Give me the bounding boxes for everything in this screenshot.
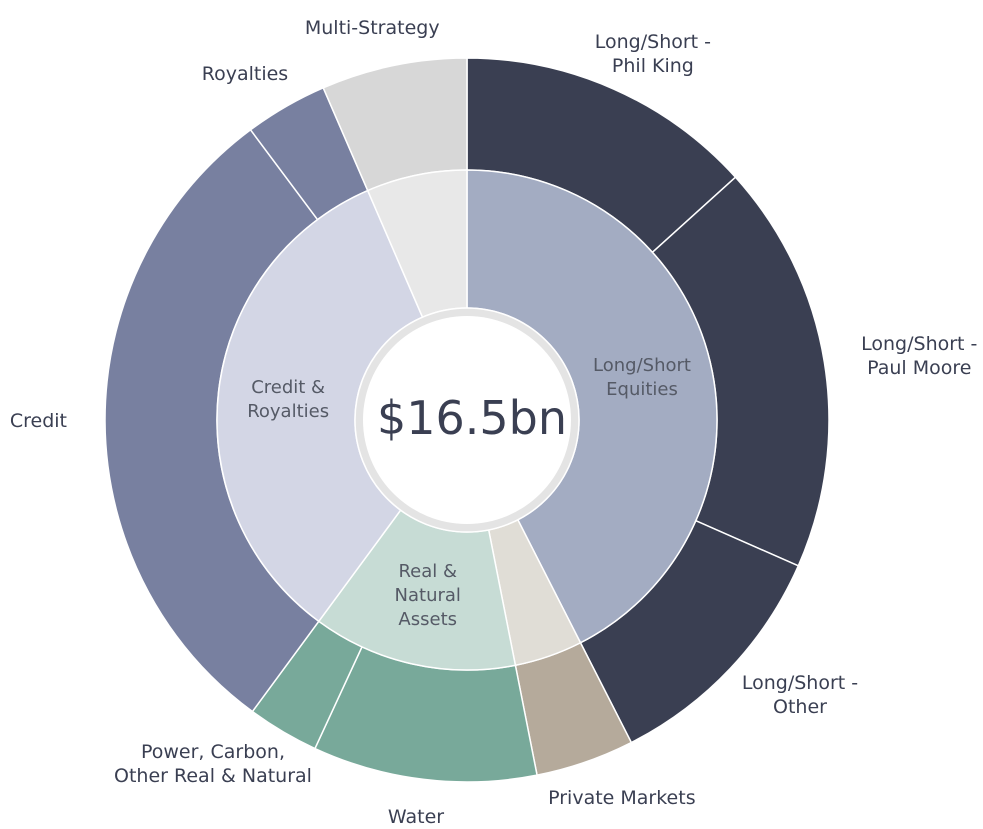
outer-label: Power, Carbon, Other Real & Natural bbox=[114, 741, 312, 788]
outer-label: Multi-Strategy bbox=[304, 17, 440, 40]
center-disc bbox=[363, 316, 571, 524]
inner-label: Long/Short Equities bbox=[593, 354, 691, 400]
outer-label: Private Markets bbox=[548, 787, 696, 810]
outer-label: Royalties bbox=[201, 62, 289, 85]
center-label: $16.5bn bbox=[376, 391, 568, 445]
outer-label: Long/Short - Paul Moore bbox=[861, 333, 978, 380]
outer-label: Credit bbox=[9, 410, 68, 433]
outer-label: Long/Short - Other bbox=[741, 671, 859, 718]
inner-label: Real & Natural Assets bbox=[394, 560, 461, 630]
inner-label: Credit & Royalties bbox=[247, 376, 330, 422]
outer-label: Water bbox=[387, 806, 445, 829]
outer-label: Long/Short - Phil King bbox=[594, 31, 712, 78]
